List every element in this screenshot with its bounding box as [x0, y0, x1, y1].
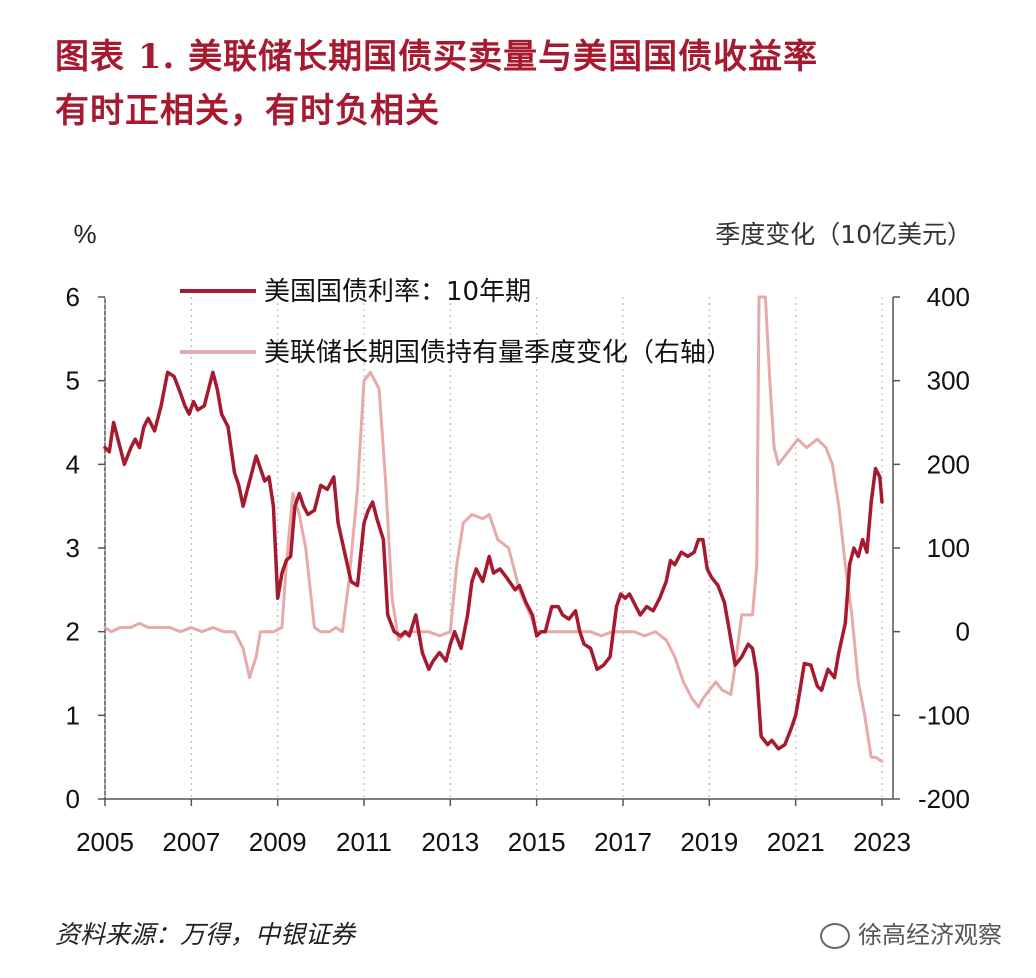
watermark-text: 徐高经济观察	[858, 921, 1002, 949]
legend-label-yield: 美国国债利率：10年期	[264, 277, 531, 307]
left-tick-label: 2	[66, 617, 80, 647]
x-tick-label: 2019	[680, 827, 738, 857]
axis-tick-labels: 2005 2007 2009 2011 2013 2015 2017 2019 2021 2023…	[66, 282, 970, 857]
x-tick-label: 2007	[162, 827, 220, 857]
series-line-holdings	[103, 295, 884, 763]
left-tick-label: 4	[66, 449, 80, 479]
plot-area	[105, 297, 893, 799]
right-axis-unit: 季度变化（10亿美元）	[715, 220, 972, 249]
chart-title: 图表 1. 美联储长期国债买卖量与美国国债收益率 有时正相关，有时负相关	[55, 30, 1025, 138]
right-tick-label: 0	[956, 617, 970, 647]
left-tick-label: 5	[66, 366, 80, 396]
left-tick-label: 1	[66, 700, 80, 730]
source-note: 资料来源：万得，中银证券	[55, 920, 356, 949]
plot-frame	[104, 297, 894, 800]
wechat-icon	[820, 923, 850, 949]
x-tick-label: 2023	[853, 827, 911, 857]
legend-label-holdings: 美联储长期国债持有量季度变化（右轴）	[264, 338, 732, 368]
right-tick-label: 200	[927, 449, 970, 479]
series-lines	[103, 295, 884, 763]
left-tick-label: 6	[66, 282, 80, 312]
right-tick-label: 100	[927, 533, 970, 563]
x-tick-label: 2015	[508, 827, 566, 857]
chart-title-line-1: 图表 1. 美联储长期国债买卖量与美国国债收益率	[55, 37, 819, 77]
right-tick-label: 300	[927, 366, 970, 396]
x-tick-label: 2021	[767, 827, 825, 857]
axis-ticks	[98, 296, 900, 806]
left-tick-label: 3	[66, 533, 80, 563]
x-tick-label: 2005	[76, 827, 134, 857]
chart-title-line-2: 有时正相关，有时负相关	[55, 91, 440, 131]
left-tick-label: 0	[66, 784, 80, 814]
legend: 美国国债利率：10年期 美联储长期国债持有量季度变化（右轴）	[180, 277, 732, 368]
x-tick-label: 2017	[594, 827, 652, 857]
watermark: 徐高经济观察	[820, 915, 1002, 950]
left-axis-unit: %	[73, 219, 96, 249]
x-tick-label: 2009	[249, 827, 307, 857]
x-tick-label: 2011	[336, 827, 392, 857]
x-tick-label: 2013	[421, 827, 479, 857]
series-line-yield	[103, 370, 884, 751]
right-tick-label: 400	[927, 282, 970, 312]
right-tick-label: -200	[918, 784, 970, 814]
grid	[104, 297, 883, 799]
right-tick-label: -100	[918, 700, 970, 730]
